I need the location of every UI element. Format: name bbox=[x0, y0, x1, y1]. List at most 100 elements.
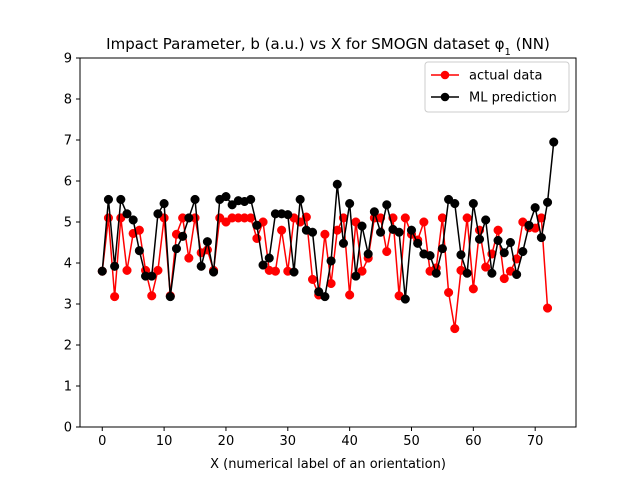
data-point bbox=[536, 233, 546, 243]
data-point bbox=[406, 225, 417, 235]
data-point bbox=[468, 199, 478, 209]
y-tick-label: 7 bbox=[64, 134, 72, 149]
data-point bbox=[474, 234, 485, 244]
y-tick-label: 0 bbox=[64, 421, 72, 436]
data-point bbox=[338, 238, 349, 248]
data-point bbox=[468, 284, 478, 294]
data-point bbox=[462, 268, 472, 278]
legend-swatch-marker bbox=[440, 92, 450, 102]
data-point bbox=[481, 215, 491, 225]
data-point bbox=[103, 213, 113, 223]
data-point bbox=[178, 231, 188, 241]
data-point bbox=[437, 244, 447, 254]
data-point bbox=[543, 303, 553, 313]
data-point bbox=[122, 209, 132, 219]
data-point bbox=[270, 266, 280, 276]
data-point bbox=[332, 179, 342, 189]
x-tick-label: 60 bbox=[465, 434, 482, 449]
data-point bbox=[209, 267, 219, 277]
data-point bbox=[258, 260, 268, 270]
y-tick-label: 5 bbox=[64, 216, 72, 231]
data-point bbox=[184, 213, 194, 223]
data-point bbox=[382, 200, 392, 210]
data-point bbox=[264, 253, 274, 263]
data-point bbox=[369, 207, 379, 217]
data-point bbox=[462, 213, 472, 223]
data-point bbox=[524, 220, 534, 230]
data-point bbox=[147, 271, 157, 281]
legend-box bbox=[424, 61, 570, 113]
data-point bbox=[419, 217, 429, 227]
data-point bbox=[357, 221, 367, 231]
data-point bbox=[518, 246, 528, 257]
data-point bbox=[450, 199, 460, 209]
data-point bbox=[345, 199, 355, 209]
data-point bbox=[549, 137, 559, 147]
data-point bbox=[307, 227, 318, 237]
data-point bbox=[400, 294, 410, 304]
data-point bbox=[363, 249, 373, 259]
data-point bbox=[202, 237, 212, 247]
data-point bbox=[499, 248, 509, 258]
data-point bbox=[530, 203, 540, 213]
y-tick-label: 4 bbox=[64, 257, 72, 272]
plot-elements: 0 10 20 30 40 50 60 70 0 1 2 3 4 5 6 7 8 9 bbox=[64, 52, 577, 449]
data-point bbox=[481, 262, 491, 272]
data-point bbox=[499, 274, 509, 284]
data-point bbox=[487, 268, 497, 278]
x-tick-label: 20 bbox=[218, 434, 235, 449]
data-point bbox=[505, 237, 515, 248]
data-point bbox=[97, 266, 107, 276]
x-tick-label: 10 bbox=[156, 434, 173, 449]
data-point bbox=[110, 261, 120, 271]
data-point bbox=[326, 256, 336, 266]
data-point bbox=[345, 290, 355, 300]
data-point bbox=[184, 253, 194, 263]
data-point bbox=[400, 213, 410, 223]
x-tick-label: 40 bbox=[341, 434, 358, 449]
data-point bbox=[165, 292, 175, 302]
data-point bbox=[277, 225, 287, 235]
data-point bbox=[413, 238, 423, 248]
data-point bbox=[320, 292, 330, 302]
data-point bbox=[382, 246, 392, 257]
data-point bbox=[103, 194, 113, 204]
data-point bbox=[394, 227, 404, 237]
data-point bbox=[425, 251, 435, 261]
x-tick-label: 30 bbox=[280, 434, 297, 449]
y-tick-label: 3 bbox=[64, 298, 72, 313]
x-tick-label: 70 bbox=[527, 434, 544, 449]
data-point bbox=[122, 265, 132, 275]
data-point bbox=[314, 287, 324, 297]
data-point bbox=[153, 209, 163, 219]
x-tick-label: 0 bbox=[98, 434, 106, 449]
data-point bbox=[110, 292, 120, 302]
y-tick-label: 1 bbox=[64, 380, 72, 395]
data-point bbox=[444, 287, 454, 298]
data-point bbox=[147, 291, 157, 301]
data-point bbox=[376, 227, 386, 237]
data-point bbox=[512, 269, 522, 280]
y-tick-label: 6 bbox=[64, 175, 72, 190]
legend: actual data ML prediction bbox=[424, 61, 570, 113]
legend-label: actual data bbox=[469, 69, 542, 84]
data-point bbox=[351, 271, 361, 281]
data-point bbox=[289, 267, 299, 277]
data-point bbox=[493, 225, 503, 235]
data-point bbox=[456, 250, 466, 260]
data-point bbox=[252, 220, 262, 230]
data-point bbox=[493, 235, 503, 245]
data-point bbox=[196, 261, 206, 271]
y-tick-label: 9 bbox=[64, 52, 72, 67]
data-point bbox=[246, 194, 256, 204]
y-tick-label: 8 bbox=[64, 93, 72, 108]
data-point bbox=[450, 324, 460, 334]
data-point bbox=[283, 210, 293, 220]
data-point bbox=[295, 194, 305, 204]
data-point bbox=[190, 194, 200, 204]
data-point bbox=[431, 268, 441, 278]
x-tick-label: 50 bbox=[403, 434, 420, 449]
data-point bbox=[134, 246, 144, 256]
data-point bbox=[357, 266, 367, 276]
